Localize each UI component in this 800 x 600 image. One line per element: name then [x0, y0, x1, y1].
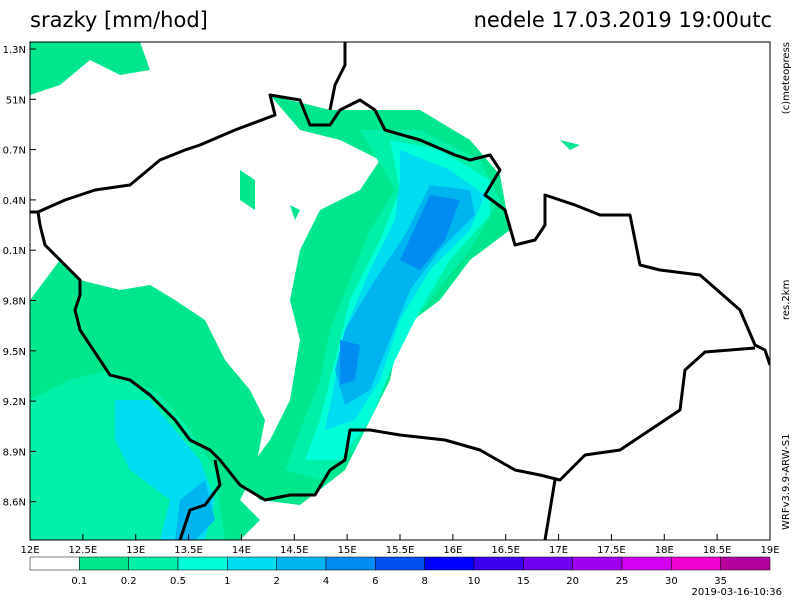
lon-label: 12.5E: [69, 545, 98, 556]
timestamp: 2019-03-16-10:36: [691, 587, 782, 598]
legend-swatch: [671, 556, 721, 571]
lon-label: 18E: [655, 545, 674, 556]
legend-label: 15: [517, 576, 530, 587]
resolution: res.2km: [781, 280, 792, 320]
lon-label: 13.5E: [174, 545, 203, 556]
legend-swatch: [621, 556, 672, 571]
lon-label: 16E: [443, 545, 462, 556]
legend-label: 10: [468, 576, 481, 587]
legend-swatch: [720, 556, 771, 571]
lat-label: 51N: [6, 95, 26, 106]
legend-swatch: [29, 556, 80, 571]
borders: [30, 42, 770, 540]
lon-label: 12E: [20, 545, 39, 556]
legend-label: 25: [616, 576, 629, 587]
lon-label: 19E: [760, 545, 779, 556]
lon-label: 14E: [232, 545, 251, 556]
title: srazky [mm/hod]: [30, 8, 208, 32]
lon-label: 15E: [338, 545, 357, 556]
datetime: nedele 17.03.2019 19:00utc: [474, 8, 772, 32]
lon-label: 14.5E: [280, 545, 309, 556]
legend-swatch: [79, 556, 129, 571]
legend-swatch: [572, 556, 623, 571]
legend-swatch: [128, 556, 179, 571]
lon-label: 16.5E: [491, 545, 520, 556]
legend-label: 20: [566, 576, 579, 587]
legend-swatch: [424, 556, 475, 571]
legend-label: 0.2: [121, 576, 137, 587]
lon-label: 17.5E: [597, 545, 626, 556]
lat-label: 8.6N: [3, 498, 26, 509]
lat-label: 0.4N: [3, 196, 26, 207]
legend-label: 0.5: [170, 576, 186, 587]
legend-label: 1: [224, 576, 230, 587]
legend-label: 4: [323, 576, 329, 587]
lat-label: 9.2N: [3, 397, 26, 408]
lat-label: 9.8N: [3, 297, 26, 308]
precip-area: [340, 195, 460, 385]
legend-label: 35: [714, 576, 727, 587]
lon-label: 15.5E: [386, 545, 415, 556]
legend-label: 6: [372, 576, 378, 587]
precipitation-field: [30, 42, 770, 540]
legend-label: 30: [665, 576, 678, 587]
legend-swatch: [473, 556, 524, 571]
legend-label: 0.1: [71, 576, 87, 587]
legend-swatch: [523, 556, 573, 571]
legend-swatch: [276, 556, 327, 571]
lat-label: 1.3N: [3, 45, 26, 56]
legend-label: 8: [421, 576, 427, 587]
lon-label: 18.5E: [703, 545, 732, 556]
precip-area: [30, 42, 150, 95]
lat-axis: 1.3N 51N 0.7N 0.4N 0.1N 9.8N 9.5N 9.2N 8.9N 8.6N: [3, 45, 36, 509]
legend-swatch: [177, 556, 228, 571]
lat-label: 0.7N: [3, 146, 26, 157]
lon-label: 17E: [549, 545, 568, 556]
legend: 0.1 0.2 0.5 1 2 4 6 8 10 15 20 25 30 35: [29, 556, 771, 587]
legend-swatch: [325, 556, 376, 571]
legend-label: 2: [273, 576, 279, 587]
lat-label: 9.5N: [3, 347, 26, 358]
lon-label: 13E: [126, 545, 145, 556]
credit: (c)meteopress: [781, 42, 792, 114]
lat-label: 8.9N: [3, 447, 26, 458]
model: WRFv3.9.9-ARW-S1: [781, 433, 792, 530]
legend-swatch: [375, 556, 425, 571]
lat-label: 0.1N: [3, 246, 26, 257]
lon-axis: 12E 12.5E 13E 13.5E 14E 14.5E 15E 15.5E 16E 16.5E…: [20, 534, 780, 556]
legend-swatch: [227, 556, 277, 571]
